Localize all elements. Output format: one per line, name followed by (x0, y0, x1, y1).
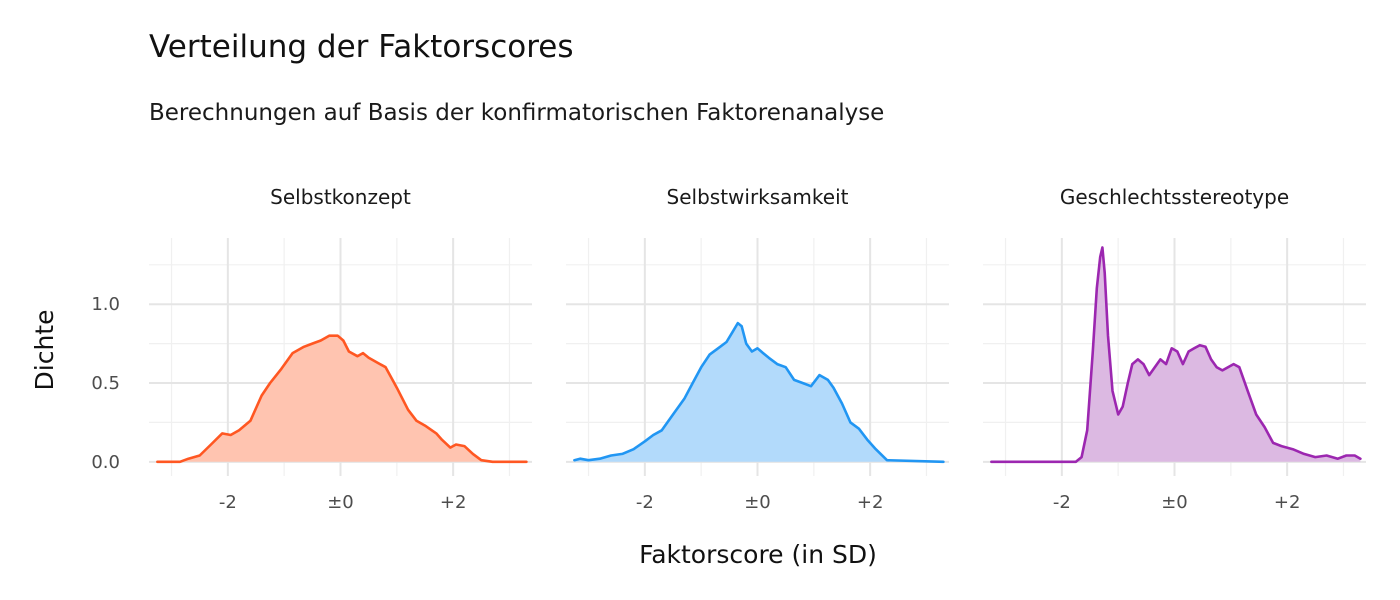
y-tick-label: 0.0 (91, 452, 120, 473)
facet-strip-label: Selbstkonzept (270, 185, 411, 209)
x-tick-label: -2 (1053, 492, 1071, 513)
x-tick-label: +2 (857, 492, 884, 513)
facet-panels: Selbstkonzept -2 ±0 +2 Selbstwirksamkeit -2 ±0… (149, 185, 1366, 513)
y-axis: 0.0 0.5 1.0 (91, 294, 120, 473)
facet-strip-label: Selbstwirksamkeit (667, 185, 849, 209)
y-tick-label: 0.5 (91, 373, 120, 394)
facet-panel: Geschlechtsstereotype -2 ±0 +2 (983, 185, 1366, 513)
x-tick-label: ±0 (744, 492, 771, 513)
x-axis-title: Faktorscore (in SD) (639, 540, 877, 569)
x-tick-label: +2 (1274, 492, 1301, 513)
x-tick-label: ±0 (327, 492, 354, 513)
x-tick-label: +2 (440, 492, 467, 513)
chart-subtitle: Berechnungen auf Basis der konfirmatoris… (149, 100, 884, 126)
density-area (991, 247, 1361, 462)
chart-title: Verteilung der Faktorscores (149, 29, 574, 65)
facet-panel: Selbstkonzept -2 ±0 +2 (149, 185, 532, 513)
density-line (573, 321, 945, 464)
x-tick-label: ±0 (1161, 492, 1188, 513)
density-area (157, 335, 527, 462)
facet-panel: Selbstwirksamkeit -2 ±0 +2 (566, 185, 949, 513)
x-tick-label: -2 (636, 492, 654, 513)
y-tick-label: 1.0 (91, 294, 120, 315)
density-line (990, 246, 1362, 464)
density-line (156, 334, 528, 464)
y-axis-title: Dichte (30, 310, 59, 391)
facet-strip-label: Geschlechtsstereotype (1060, 185, 1289, 209)
density-area (574, 323, 944, 462)
x-tick-label: -2 (219, 492, 237, 513)
